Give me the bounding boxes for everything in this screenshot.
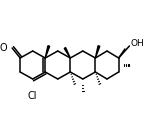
Polygon shape	[45, 46, 50, 58]
Polygon shape	[95, 46, 100, 58]
Text: Cl: Cl	[28, 91, 37, 101]
Text: O: O	[0, 43, 8, 53]
Text: OH: OH	[130, 40, 144, 49]
Polygon shape	[64, 48, 70, 58]
